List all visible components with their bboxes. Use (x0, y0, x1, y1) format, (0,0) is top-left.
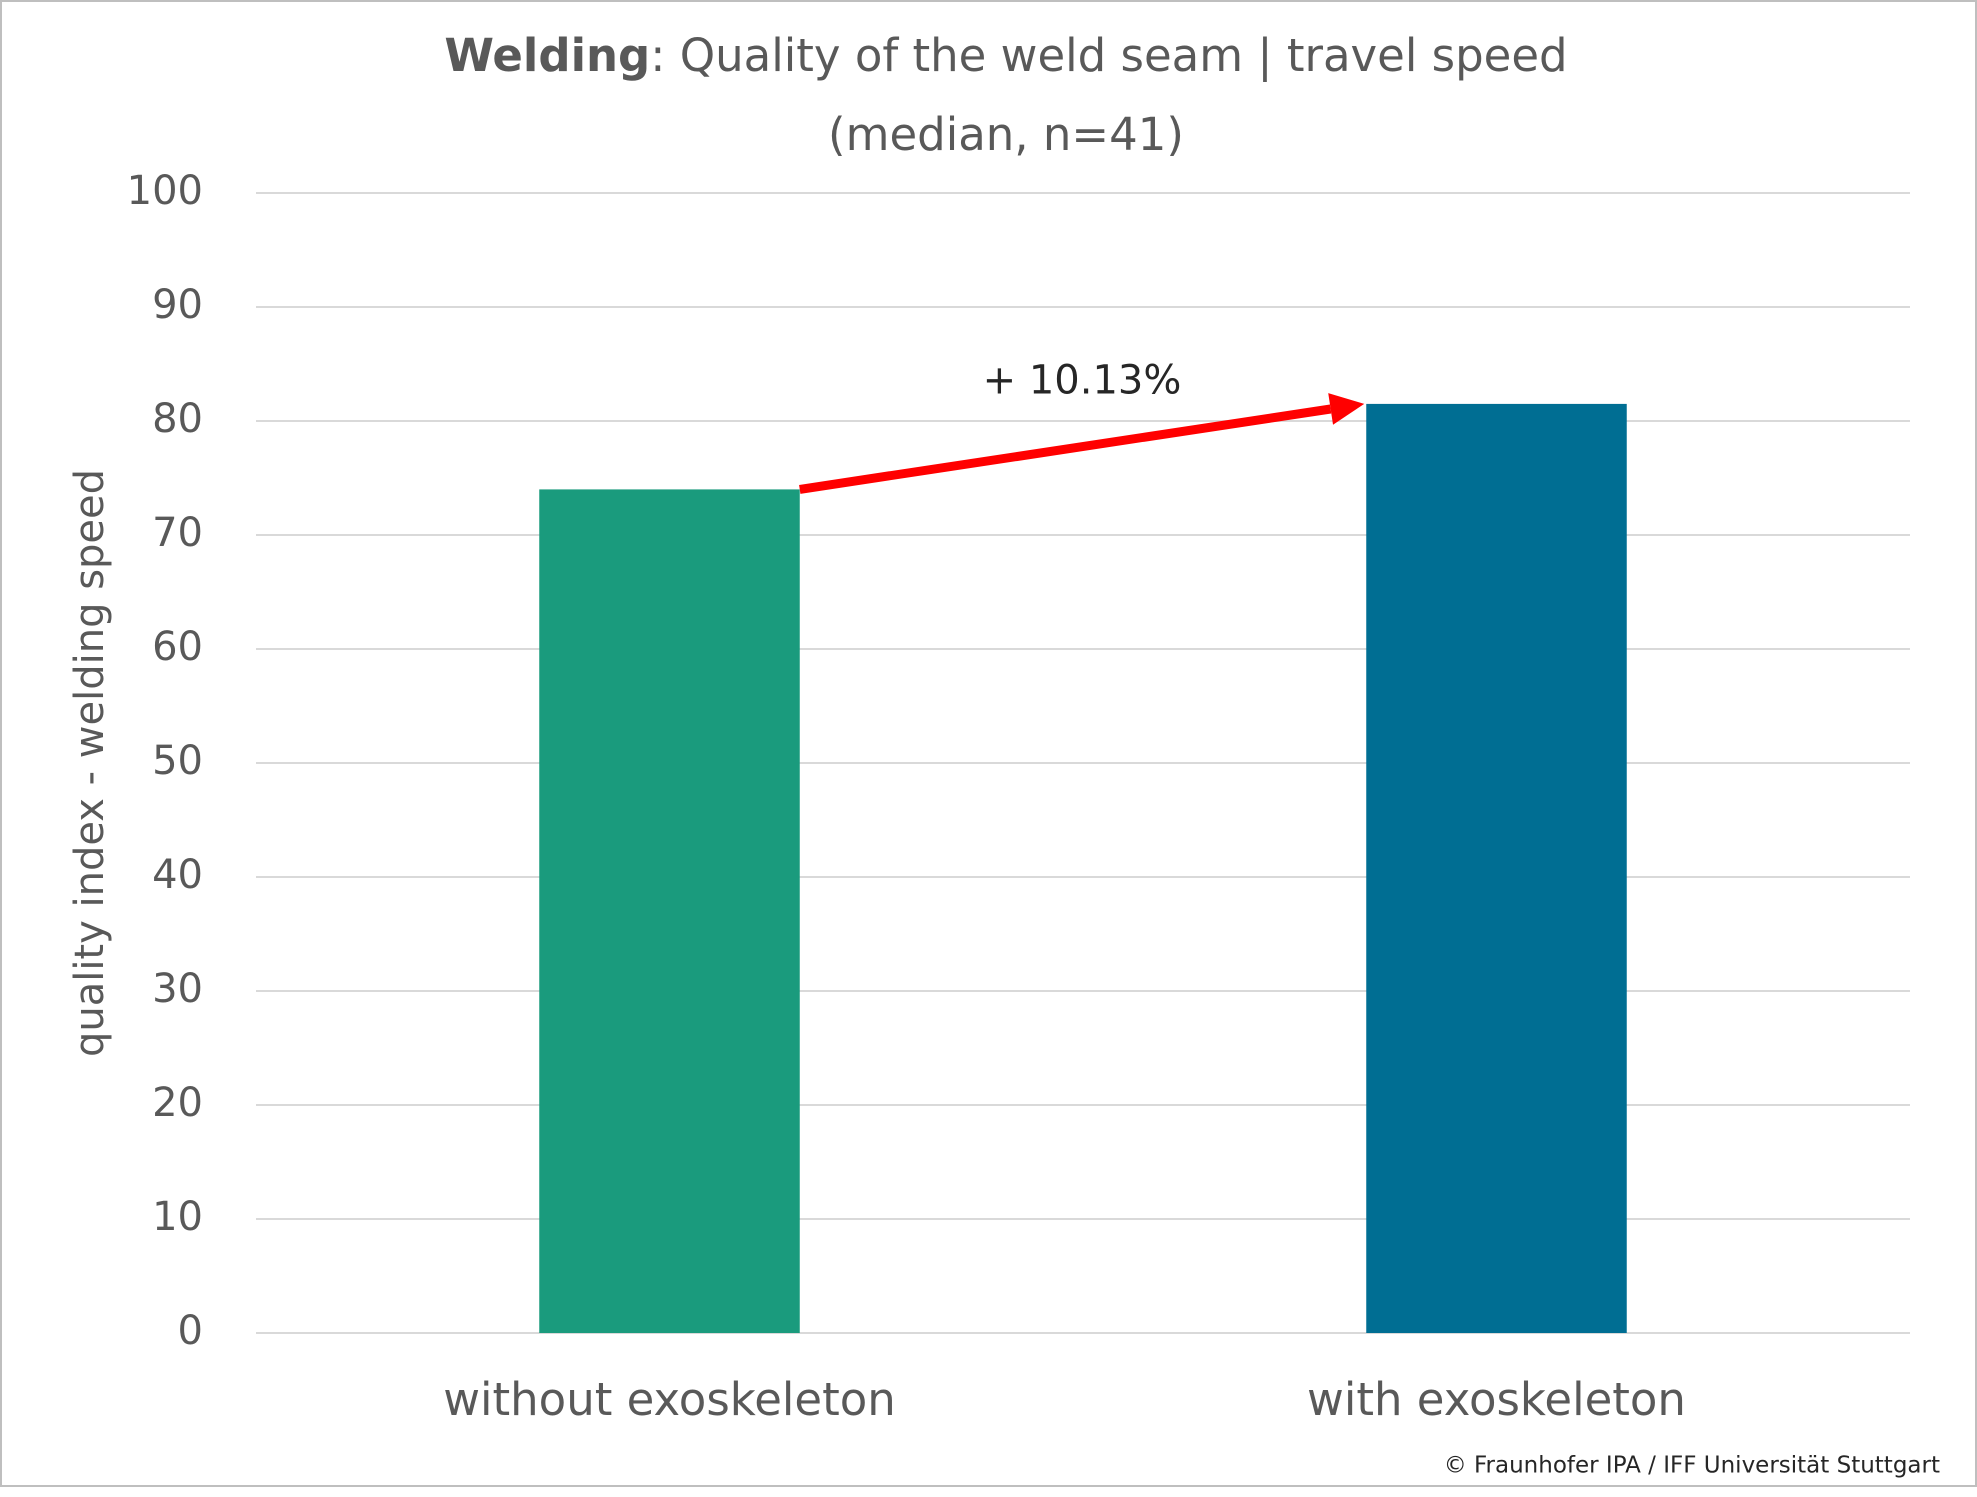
y-tick-label: 0 (178, 1308, 203, 1354)
bar (1366, 403, 1627, 1333)
y-tick-label: 100 (127, 168, 203, 214)
y-tick-label: 60 (152, 624, 203, 670)
y-axis-label: quality index - welding speed (67, 469, 113, 1057)
y-tick-label: 10 (152, 1194, 203, 1240)
y-tick-label: 20 (152, 1080, 203, 1126)
annotation: + 10.13% (983, 358, 1182, 404)
chart-subtitle: (median, n=41) (828, 108, 1184, 161)
y-tick-label: 90 (152, 282, 203, 328)
title-rest: : Quality of the weld seam | travel spee… (650, 29, 1567, 82)
arrow-shaft (799, 404, 1332, 494)
bar (539, 489, 800, 1333)
y-tick-label: 30 (152, 966, 203, 1012)
x-tick-label: with exoskeleton (1307, 1373, 1686, 1426)
y-tick-label: 80 (152, 396, 203, 442)
arrow-head (1328, 393, 1365, 425)
x-tick-label: without exoskeleton (443, 1373, 896, 1426)
y-tick-label: 50 (152, 738, 203, 784)
chart-title: Welding: Quality of the weld seam | trav… (444, 29, 1567, 82)
y-tick-label: 40 (152, 852, 203, 898)
y-tick-label: 70 (152, 510, 203, 556)
title-bold: Welding (444, 29, 650, 82)
source-note: © Fraunhofer IPA / IFF Universität Stutt… (1444, 1453, 1940, 1479)
